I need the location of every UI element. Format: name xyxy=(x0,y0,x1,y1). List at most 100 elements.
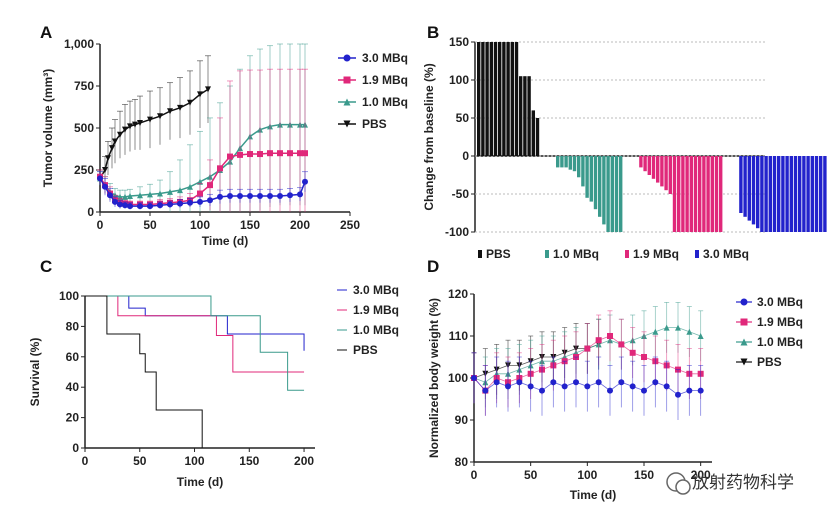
y-tick-label: 500 xyxy=(74,121,94,135)
data-point xyxy=(561,383,568,390)
bar xyxy=(647,156,651,175)
series-pbs xyxy=(477,42,540,156)
x-tick-label: 100 xyxy=(577,468,597,482)
data-point xyxy=(112,198,118,205)
series-3-0-mbq xyxy=(471,352,704,420)
data-point xyxy=(686,387,693,394)
data-point xyxy=(641,387,647,394)
x-tick-label: 0 xyxy=(471,468,478,482)
data-point xyxy=(127,193,133,200)
series-3-0-mbq xyxy=(739,156,827,232)
data-point xyxy=(740,318,748,326)
data-point xyxy=(343,54,351,62)
bar xyxy=(672,156,677,232)
bar xyxy=(585,156,589,198)
data-point xyxy=(247,151,253,158)
x-tick-label: 0 xyxy=(82,454,89,468)
data-point xyxy=(287,192,293,199)
bar xyxy=(810,156,814,232)
x-tick-label: 0 xyxy=(97,218,104,232)
data-point xyxy=(527,383,534,390)
data-point xyxy=(112,138,118,145)
y-axis-label: Tumor volume (mm³) xyxy=(41,69,55,187)
data-point xyxy=(482,387,489,394)
data-point xyxy=(686,328,693,335)
data-point xyxy=(675,391,681,398)
data-point xyxy=(105,155,111,162)
data-point xyxy=(187,199,193,206)
panel-c: 0 20 40 60 80 100 0 50 100 150 200 Time (d) Survival… xyxy=(28,283,399,489)
data-point xyxy=(595,337,602,344)
panel-b: -100 -50 0 50 100 150 Change from baseline (%)… xyxy=(422,35,827,261)
bar xyxy=(747,156,751,221)
data-point xyxy=(740,338,748,346)
x-axis-label: Time (d) xyxy=(202,234,248,248)
x-tick-label: 250 xyxy=(340,218,360,232)
bar xyxy=(614,156,619,232)
watermark-text: 放射药物科学 xyxy=(692,473,794,493)
series-1-0-mbq xyxy=(556,156,623,232)
bar xyxy=(581,156,585,187)
data-point xyxy=(102,183,108,190)
data-point xyxy=(167,201,173,208)
data-point xyxy=(539,387,545,394)
y-tick-label: 110 xyxy=(449,329,469,343)
x-axis-label: Time (d) xyxy=(177,475,223,489)
bar xyxy=(481,42,485,156)
bar xyxy=(568,156,572,170)
legend-label: PBS xyxy=(757,355,782,369)
bar xyxy=(556,156,560,168)
bar xyxy=(523,76,527,156)
y-tick-label: 50 xyxy=(456,111,470,125)
y-tick-label: 60 xyxy=(66,350,80,364)
y-tick-label: 80 xyxy=(66,319,80,333)
data-point xyxy=(740,358,748,366)
legend-label: 1.0 MBq xyxy=(757,335,803,349)
bar xyxy=(764,156,768,232)
data-point xyxy=(147,191,153,198)
bar xyxy=(664,156,668,191)
bar xyxy=(506,42,510,156)
data-point xyxy=(137,203,143,210)
data-point xyxy=(227,153,233,160)
y-tick-label: 100 xyxy=(448,371,468,385)
y-tick-label: 40 xyxy=(66,380,80,394)
panel-a: 0 250 500 750 1,000 0 50 100 150 200 250 Time (d) Tu… xyxy=(41,37,408,248)
bar xyxy=(785,156,789,232)
x-tick-label: 50 xyxy=(143,218,157,232)
bar xyxy=(531,110,535,156)
data-point xyxy=(629,349,636,356)
data-point xyxy=(607,333,613,339)
bar xyxy=(502,42,506,156)
data-point xyxy=(618,379,625,386)
y-tick-label: 1,000 xyxy=(64,37,94,51)
bar xyxy=(485,42,489,156)
bar xyxy=(660,156,664,187)
x-tick-label: 100 xyxy=(190,218,210,232)
data-point xyxy=(641,354,647,360)
data-point xyxy=(205,86,211,93)
series-pbs xyxy=(471,318,602,404)
survival-curve-1-0-mbq xyxy=(85,295,305,391)
legend-label: 1.9 MBq xyxy=(362,73,408,87)
bar xyxy=(606,156,610,232)
data-point xyxy=(302,178,308,185)
data-point xyxy=(493,379,500,386)
y-tick-label: 0 xyxy=(87,205,94,219)
data-point xyxy=(618,341,625,348)
data-point xyxy=(117,201,123,208)
data-point xyxy=(267,150,273,157)
y-tick-label: 0 xyxy=(72,441,79,455)
bar xyxy=(510,42,514,156)
y-tick-label: 250 xyxy=(74,163,94,177)
x-tick-label: 200 xyxy=(691,468,711,482)
bar xyxy=(681,156,685,232)
series-1-9-mbq xyxy=(639,156,723,232)
bar xyxy=(668,156,672,194)
y-axis-label: Change from baseline (%) xyxy=(422,63,436,210)
data-point xyxy=(584,345,591,352)
data-point xyxy=(167,188,173,195)
x-tick-label: 50 xyxy=(524,468,538,482)
bar xyxy=(514,42,519,156)
legend-label: 1.9 MBq xyxy=(633,247,679,261)
